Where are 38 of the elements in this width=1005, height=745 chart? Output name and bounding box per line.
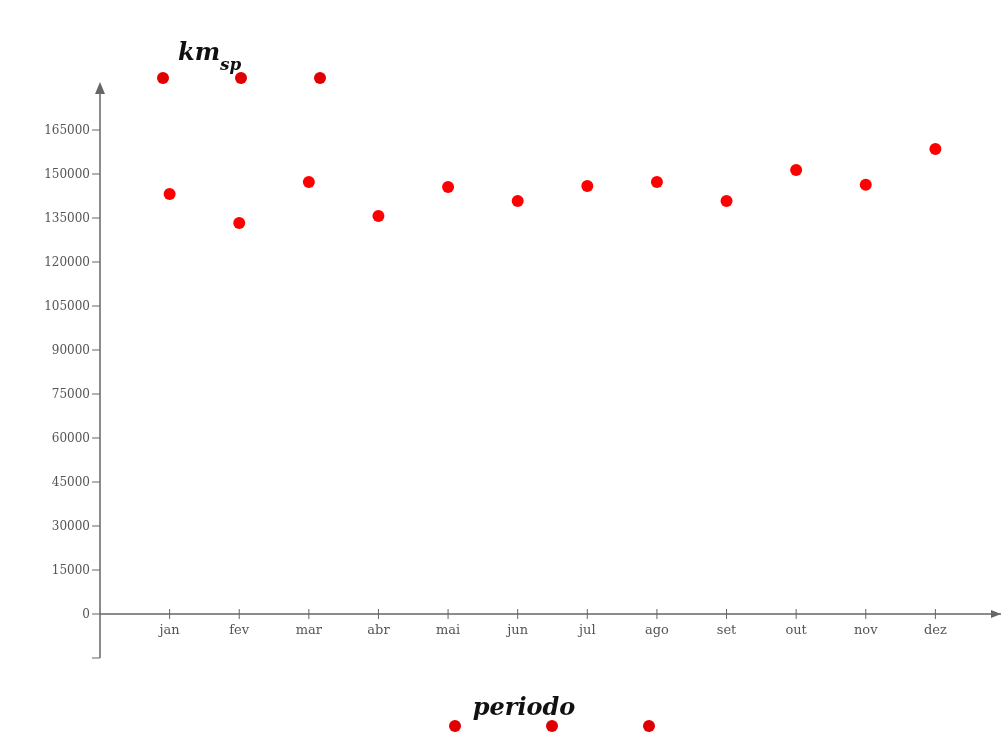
y-tick-label: 0 <box>82 607 90 621</box>
point <box>163 187 176 200</box>
point <box>302 175 315 188</box>
x-tick-label: set <box>716 622 738 637</box>
y-tick-label: 90000 <box>51 343 90 357</box>
x-tick-label: ago <box>644 622 670 637</box>
point <box>511 194 524 207</box>
x-tick-label: out <box>785 622 808 637</box>
x-tick-label: mai <box>435 622 461 637</box>
y-tick-label: 120000 <box>44 255 90 269</box>
y-axis-title: km$_{sp}$ <box>178 37 242 74</box>
point <box>790 163 803 176</box>
x-tick-label: mar <box>295 622 323 637</box>
point <box>233 216 246 229</box>
y-tick-label: 165000 <box>44 123 90 137</box>
y-tick-label: 45000 <box>51 475 90 489</box>
x-tick-label: dez <box>923 622 947 637</box>
y-tick-label: 105000 <box>44 299 90 313</box>
y-tick-label: 60000 <box>51 431 90 445</box>
x-tick-label: jun <box>505 622 529 637</box>
y-tick-label: 15000 <box>51 563 90 577</box>
y-tick-label: 150000 <box>44 167 90 181</box>
y-tick-label: 75000 <box>51 387 90 401</box>
point <box>372 209 385 222</box>
point <box>442 180 455 193</box>
x-tick-label: abr <box>367 622 391 637</box>
x-axis-title: periodo <box>472 692 576 721</box>
point <box>650 175 663 188</box>
point <box>720 194 733 207</box>
x-tick-label: fev <box>229 622 250 637</box>
x-tick-label: jan <box>157 622 181 637</box>
x-tick-label: nov <box>854 622 879 637</box>
point <box>859 178 872 191</box>
point <box>581 180 594 193</box>
point <box>929 143 942 156</box>
y-tick-label: 135000 <box>44 211 90 225</box>
y-tick-label: 30000 <box>51 519 90 533</box>
x-tick-label: jul <box>577 622 596 637</box>
